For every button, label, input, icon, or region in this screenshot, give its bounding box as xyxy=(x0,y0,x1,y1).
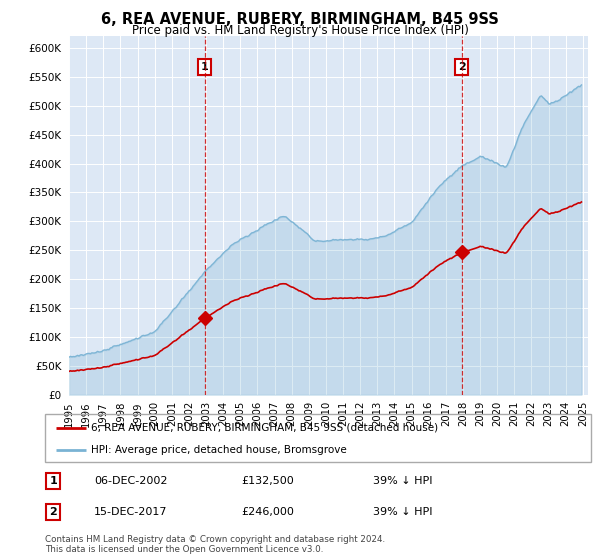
Text: Price paid vs. HM Land Registry's House Price Index (HPI): Price paid vs. HM Land Registry's House … xyxy=(131,24,469,36)
Text: 1: 1 xyxy=(49,476,57,486)
Text: Contains HM Land Registry data © Crown copyright and database right 2024.
This d: Contains HM Land Registry data © Crown c… xyxy=(45,535,385,554)
Text: 39% ↓ HPI: 39% ↓ HPI xyxy=(373,507,432,517)
Text: 06-DEC-2002: 06-DEC-2002 xyxy=(94,476,167,486)
Text: £132,500: £132,500 xyxy=(242,476,295,486)
Text: 1: 1 xyxy=(201,62,209,72)
Text: 6, REA AVENUE, RUBERY, BIRMINGHAM, B45 9SS: 6, REA AVENUE, RUBERY, BIRMINGHAM, B45 9… xyxy=(101,12,499,27)
Text: 15-DEC-2017: 15-DEC-2017 xyxy=(94,507,167,517)
Text: £246,000: £246,000 xyxy=(242,507,295,517)
Text: 6, REA AVENUE, RUBERY, BIRMINGHAM, B45 9SS (detached house): 6, REA AVENUE, RUBERY, BIRMINGHAM, B45 9… xyxy=(91,423,439,433)
Text: 2: 2 xyxy=(49,507,57,517)
Text: 39% ↓ HPI: 39% ↓ HPI xyxy=(373,476,432,486)
Text: 2: 2 xyxy=(458,62,466,72)
Text: HPI: Average price, detached house, Bromsgrove: HPI: Average price, detached house, Brom… xyxy=(91,445,347,455)
